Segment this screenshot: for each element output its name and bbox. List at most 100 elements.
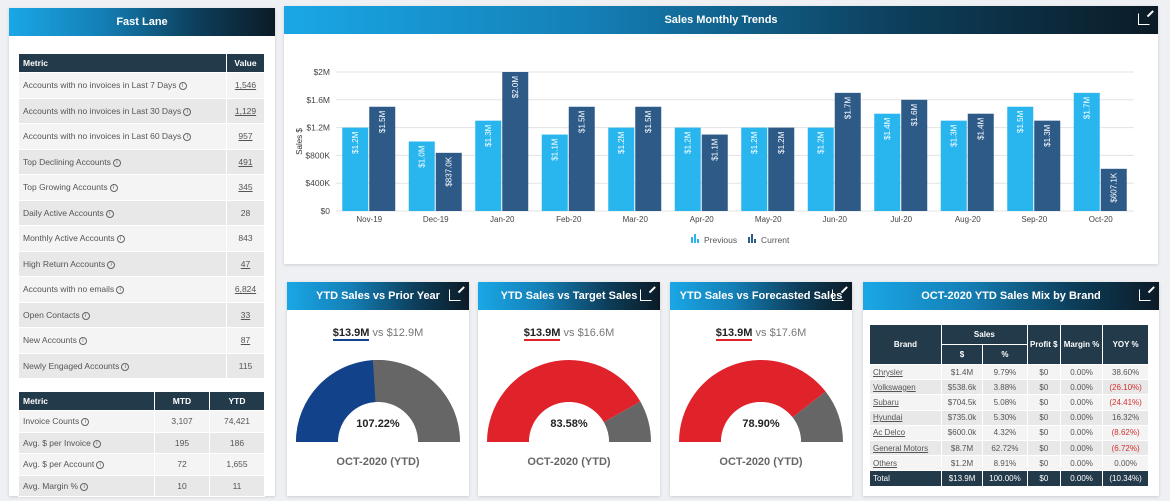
gauge-panel: YTD Sales vs Forecasted Sales $13.9M vs $…	[670, 282, 852, 496]
total-yoy: (10.34%)	[1102, 470, 1149, 487]
expand-icon[interactable]	[832, 289, 844, 301]
expand-icon[interactable]	[1139, 289, 1151, 301]
metric-value: 115	[226, 352, 265, 379]
info-icon[interactable]: i	[109, 184, 118, 192]
yoy-value: 38.60%	[1102, 363, 1149, 381]
metric-value[interactable]: 957	[226, 123, 265, 150]
metric-value[interactable]: 47	[226, 250, 265, 277]
profit-value: $0	[1026, 409, 1061, 426]
total-pct: 100.00%	[982, 470, 1028, 487]
gauge-vs: vs	[372, 327, 384, 339]
brand-link[interactable]: Ac Delco	[869, 424, 942, 441]
info-icon[interactable]: i	[183, 107, 192, 116]
x-tick-label: Sep-20	[1021, 215, 1047, 224]
table-row: Ac Delco $600.0k 4.32% $0 0.00% (8.62%)	[869, 424, 1149, 441]
gauge-footer: OCT-2020 (YTD)	[719, 456, 803, 468]
expand-icon[interactable]	[449, 289, 461, 301]
bar-current[interactable]	[568, 106, 595, 211]
info-icon[interactable]: i	[96, 461, 105, 469]
bar-previous[interactable]	[608, 127, 635, 211]
metric-value[interactable]: 1,546	[226, 72, 265, 99]
x-tick-label: Apr-20	[690, 215, 715, 224]
x-tick-label: Jul-20	[890, 215, 912, 224]
info-icon[interactable]: i	[81, 418, 90, 426]
bar-previous[interactable]	[342, 127, 369, 211]
brand-link[interactable]: Subaru	[869, 394, 942, 411]
info-icon[interactable]: i	[105, 209, 114, 218]
bar-current[interactable]	[967, 113, 994, 211]
brand-link[interactable]: Volkswagen	[869, 379, 942, 396]
gauge-vs: vs	[755, 327, 767, 339]
sales-trends-title: Sales Monthly Trends	[664, 14, 778, 26]
gauge-achieved-arc	[679, 360, 826, 442]
bar-previous[interactable]	[807, 127, 834, 211]
col-ytd: YTD	[209, 391, 265, 411]
info-icon[interactable]: i	[178, 82, 187, 90]
brand-mix-header: OCT-2020 YTD Sales Mix by Brand	[863, 282, 1159, 310]
table-row: Invoice Counts i 3,107 74,421	[18, 410, 265, 433]
info-icon[interactable]: i	[183, 133, 192, 141]
brand-link[interactable]: Chrysler	[869, 363, 942, 381]
info-icon[interactable]: i	[107, 260, 116, 269]
bar-previous[interactable]	[741, 127, 768, 211]
ytd-value: 11	[209, 474, 265, 497]
expand-icon[interactable]	[1138, 13, 1150, 25]
bar-data-label: $1.2M	[777, 131, 786, 154]
bar-current[interactable]	[1034, 120, 1061, 211]
metric-label: Top Declining Accounts	[23, 156, 111, 167]
sales-value: $1.4M	[940, 363, 984, 381]
legend-item[interactable]: Current	[748, 234, 790, 245]
info-icon[interactable]: i	[116, 235, 125, 243]
bar-previous[interactable]	[1073, 92, 1100, 211]
metric-value[interactable]: 491	[226, 148, 265, 175]
metric-value[interactable]: 1,129	[226, 97, 265, 124]
info-icon[interactable]: i	[116, 286, 125, 294]
col-metric: Metric	[18, 53, 227, 73]
info-icon[interactable]: i	[81, 311, 90, 320]
bar-current[interactable]	[502, 72, 529, 211]
metric-value[interactable]: 6,824	[226, 276, 265, 303]
metric-value[interactable]: 87	[226, 327, 265, 354]
bar-current[interactable]	[435, 152, 462, 211]
bar-current[interactable]	[901, 99, 928, 211]
bar-current[interactable]	[701, 134, 728, 211]
bar-data-label: $1.3M	[1043, 124, 1052, 147]
bar-current[interactable]	[369, 106, 396, 211]
table-row: Avg. $ per Invoice i 195 186	[18, 431, 265, 454]
legend-bar-icon	[697, 239, 699, 243]
metric-value[interactable]: 345	[226, 174, 265, 201]
info-icon[interactable]: i	[121, 362, 130, 371]
bar-current[interactable]	[1100, 168, 1127, 211]
ytd-value: 74,421	[209, 410, 265, 433]
bar-previous[interactable]	[940, 120, 967, 211]
margin-value: 0.00%	[1059, 455, 1104, 472]
bar-current[interactable]	[635, 106, 662, 211]
bar-previous[interactable]	[541, 134, 568, 211]
info-icon[interactable]: i	[78, 337, 87, 345]
metric-label: Accounts with no invoices in Last 60 Day…	[23, 131, 182, 142]
info-icon[interactable]: i	[112, 158, 121, 167]
bar-current[interactable]	[834, 92, 861, 211]
bar-previous[interactable]	[674, 127, 701, 211]
fast-lane-header: Fast Lane	[9, 8, 275, 36]
brand-link[interactable]: Hyundai	[869, 409, 942, 426]
legend-item[interactable]: Previous	[691, 234, 737, 245]
bar-previous[interactable]	[874, 113, 901, 211]
metric-cell: Accounts with no invoices in Last 30 Day…	[18, 97, 227, 124]
total-row: Total $13.9M 100.00% $0 0.00% (10.34%)	[869, 470, 1149, 487]
info-icon[interactable]: i	[80, 482, 89, 491]
metric-label: Invoice Counts	[23, 416, 80, 427]
info-icon[interactable]: i	[92, 439, 101, 448]
expand-icon[interactable]	[640, 289, 652, 301]
brand-link[interactable]: General Motors	[869, 439, 942, 457]
x-tick-label: Dec-19	[423, 215, 449, 224]
metric-value: 843	[226, 225, 265, 252]
table-row: New Accounts i 87	[18, 327, 265, 354]
bar-previous[interactable]	[408, 141, 435, 212]
brand-link[interactable]: Others	[869, 455, 942, 472]
bar-current[interactable]	[768, 127, 795, 211]
metric-value[interactable]: 33	[226, 301, 265, 328]
bar-previous[interactable]	[1007, 106, 1034, 211]
bar-previous[interactable]	[475, 120, 502, 211]
bar-data-label: $607.1K	[1109, 172, 1118, 202]
